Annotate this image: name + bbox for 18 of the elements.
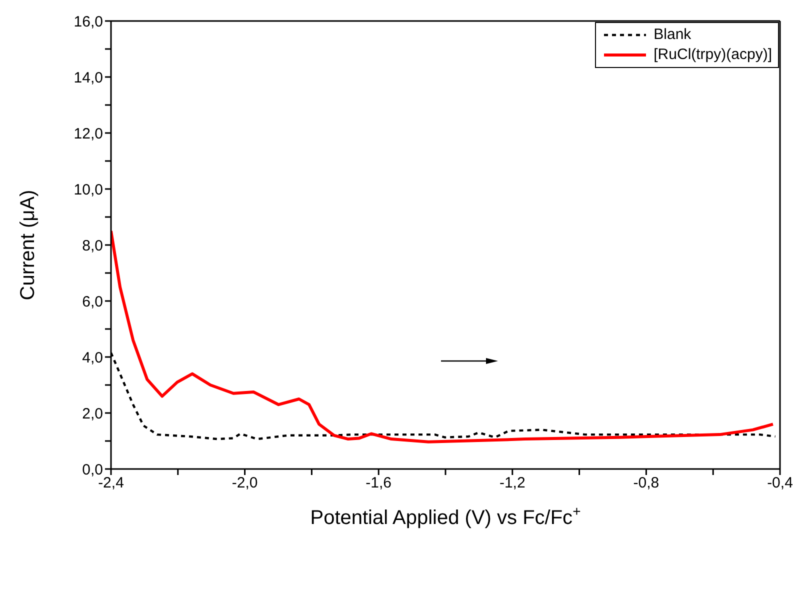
y-tick-label: 14,0 — [74, 69, 103, 86]
x-tick-label: -0,4 — [767, 474, 793, 492]
y-tick-label: 10,0 — [74, 181, 103, 198]
y-tick-label: 4,0 — [82, 349, 103, 366]
x-tick-label: -1,2 — [499, 474, 526, 492]
x-tick-label: -2,0 — [232, 474, 258, 492]
x-axis-title: Potential Applied (V) vs Fc/Fc$^{+}$ — [310, 503, 581, 529]
legend-label: [RuCl(trpy)(acpy)] — [654, 45, 772, 65]
y-axis-title: Current (μA) — [17, 190, 39, 300]
legend-label: Blank — [654, 25, 692, 45]
x-tick-label: -0,8 — [633, 474, 660, 492]
y-tick-label: 16,0 — [74, 13, 103, 30]
y-tick-label: 8,0 — [82, 237, 103, 254]
y-tick-label: 12,0 — [74, 125, 103, 142]
line-series — [111, 230, 774, 444]
x-tick-label: -1,6 — [366, 474, 392, 492]
y-tick-label: 2,0 — [82, 405, 103, 422]
y-tick-label: 6,0 — [82, 293, 103, 310]
